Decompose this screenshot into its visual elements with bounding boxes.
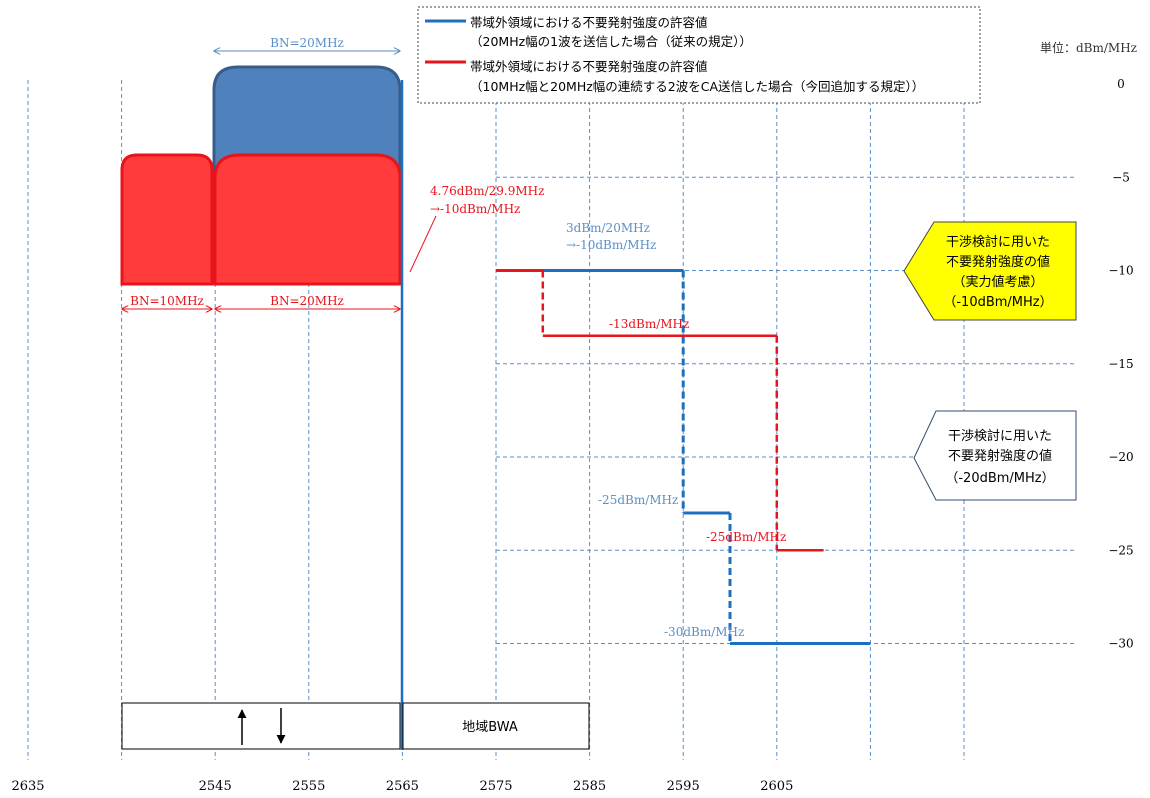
x-tick-label: 2555 xyxy=(292,779,325,794)
callout-yellow-line3: （実力値考慮） xyxy=(952,274,1043,290)
red-first-leader xyxy=(409,215,437,273)
callout-yellow-shape xyxy=(903,221,1077,321)
bn20-bottom-label: BN=20MHz xyxy=(270,294,344,308)
x-tick-label: 2575 xyxy=(479,779,512,794)
x-tick-label: 2585 xyxy=(573,779,606,794)
y-tick-label: −20 xyxy=(1108,450,1133,464)
callout-yellow-line1: 干渉検討に用いた xyxy=(946,234,1050,250)
legend-box xyxy=(417,6,981,104)
x-axis-ticks: 2635 2545 2555 2565 2575 2585 2595 2605 xyxy=(11,779,793,794)
callout-yellow: 干渉検討に用いた 不要発射強度の値 （実力値考慮） （-10dBm/MHz） xyxy=(903,221,1077,321)
x-tick-label: 2565 xyxy=(386,779,419,794)
y-tick-label: 0 xyxy=(1117,77,1125,91)
red-20mhz-channel xyxy=(213,153,402,286)
x-tick-label: 2545 xyxy=(199,779,232,794)
channel-blocks xyxy=(120,65,402,286)
blue-30-label: -30dBm/MHz xyxy=(664,625,744,639)
unit-label: 単位：dBm/MHz xyxy=(1040,40,1137,55)
callout-yellow-line2: 不要発射強度の値 xyxy=(946,254,1050,270)
y-tick-label: −15 xyxy=(1108,357,1133,371)
x-tick-label: 2605 xyxy=(760,779,793,794)
blue-25-label: -25dBm/MHz xyxy=(598,493,678,507)
legend: 帯域外領域における不要発射強度の許容値 （20MHz幅の1波を送信した場合（従来… xyxy=(417,6,981,104)
red-25-label: -25dBm/MHz xyxy=(706,530,786,544)
callout-white-line1: 干渉検討に用いた xyxy=(948,428,1052,444)
y-axis-ticks: 0 −5 −10 −15 −20 −25 −30 xyxy=(1108,77,1133,651)
callout-white: 干渉検討に用いた 不要発射強度の値 （-20dBm/MHz） xyxy=(913,410,1077,501)
y-tick-label: −5 xyxy=(1112,170,1130,184)
red-10mhz-channel xyxy=(120,153,214,286)
regional-bwa-box xyxy=(402,702,590,750)
callout-white-shape xyxy=(913,410,1077,501)
regional-bwa-label: 地域BWA xyxy=(462,720,518,735)
red-first-label-1: 4.76dBm/29.9MHz xyxy=(430,184,544,198)
x-tick-label: 2595 xyxy=(667,779,700,794)
x-tick-label: 2635 xyxy=(11,779,44,794)
red-13-label: -13dBm/MHz xyxy=(609,317,689,331)
callout-yellow-line4: （-10dBm/MHz） xyxy=(943,295,1052,310)
bn20-top-label: BN=20MHz xyxy=(270,36,344,50)
bn10-label: BN=10MHz xyxy=(130,294,204,308)
band-boxes: 地域BWA xyxy=(121,702,590,750)
legend-blue-line2: （20MHz幅の1波を送信した場合（従来の規定）） xyxy=(470,34,752,49)
uplink-downlink-box xyxy=(121,702,401,750)
callout-white-line3: （-20dBm/MHz） xyxy=(945,471,1054,486)
series-layer xyxy=(496,269,871,645)
legend-red-line2: （10MHz幅と20MHz幅の連続する2波をCA送信した場合（今回追加する規定）… xyxy=(470,79,924,94)
legend-blue-line1: 帯域外領域における不要発射強度の許容値 xyxy=(470,15,708,30)
legend-red-line1: 帯域外領域における不要発射強度の許容値 xyxy=(470,59,708,74)
callout-white-line2: 不要発射強度の値 xyxy=(948,448,1052,464)
red-first-label-2: →-10dBm/MHz xyxy=(430,202,520,216)
blue-first-label-1: 3dBm/20MHz xyxy=(566,221,650,235)
blue-first-label-2: →-10dBm/MHz xyxy=(566,238,656,252)
bandwidth-arrows: BN=20MHz BN=10MHz BN=20MHz xyxy=(122,36,400,309)
y-tick-label: −10 xyxy=(1108,264,1133,278)
y-tick-label: −25 xyxy=(1108,543,1133,557)
value-annotations: 4.76dBm/29.9MHz →-10dBm/MHz 3dBm/20MHz →… xyxy=(409,184,786,639)
y-tick-label: −30 xyxy=(1108,637,1133,651)
